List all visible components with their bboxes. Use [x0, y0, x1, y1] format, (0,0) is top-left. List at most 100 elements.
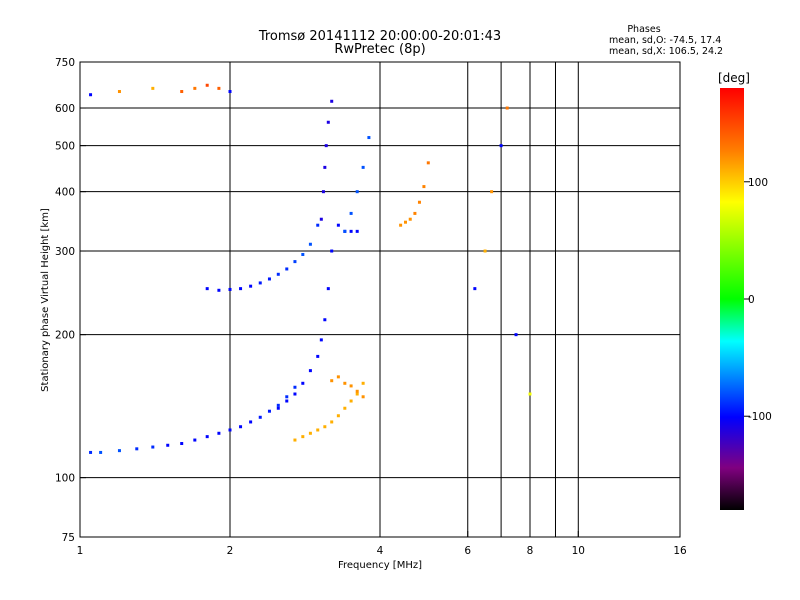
data-point [293, 438, 297, 442]
colorbar-tick-label: 0 [748, 294, 755, 306]
data-point [343, 229, 347, 233]
data-point [89, 450, 93, 454]
data-point [408, 217, 412, 221]
data-point [205, 435, 209, 439]
data-point [166, 443, 170, 447]
data-point [323, 165, 327, 169]
phases-o-stats: mean, sd,O: -74.5, 17.4 [609, 35, 721, 46]
data-point [367, 136, 371, 140]
y-tick-label: 400 [55, 187, 75, 199]
data-point [228, 428, 232, 432]
data-point [514, 333, 518, 337]
data-point [308, 242, 312, 246]
data-point [417, 200, 421, 204]
data-point [422, 185, 426, 189]
data-point [321, 190, 325, 194]
data-point [205, 83, 209, 87]
data-point [413, 211, 417, 215]
data-point [89, 93, 93, 97]
data-point [361, 381, 365, 385]
y-tick-label: 100 [55, 473, 75, 485]
axis-ticks: 1 2 4 6 8 10 16 75 100 200 300 400 500 600 750 [55, 57, 687, 557]
data-point [151, 86, 155, 90]
data-point [349, 384, 353, 388]
grid-lines [80, 62, 680, 537]
data-point [258, 281, 262, 285]
x-tick-label: 4 [377, 545, 384, 557]
y-tick-label: 500 [55, 141, 75, 153]
data-point [205, 287, 209, 291]
data-point [285, 267, 289, 271]
data-point [316, 428, 320, 432]
data-point [99, 450, 103, 454]
data-point [301, 252, 305, 256]
chart-subtitle: RwPretec (8p) [334, 42, 425, 57]
data-point [349, 211, 353, 215]
data-point [336, 375, 340, 379]
y-axis-label: Stationary phase Virtual Height [km] [40, 208, 51, 392]
data-point [330, 99, 334, 103]
data-point [293, 260, 297, 264]
data-point [330, 379, 334, 383]
data-point [239, 287, 243, 291]
data-point [528, 392, 532, 396]
data-point [193, 438, 197, 442]
data-points [89, 83, 532, 454]
data-point [505, 106, 509, 110]
data-point [343, 381, 347, 385]
data-point [193, 86, 197, 90]
x-tick-label: 2 [227, 545, 234, 557]
data-point [217, 86, 221, 90]
data-point [355, 229, 359, 233]
colorbar [720, 88, 744, 510]
data-point [117, 90, 121, 94]
data-point [301, 381, 305, 385]
data-point [323, 318, 327, 322]
data-point [135, 447, 139, 451]
data-point [403, 220, 407, 224]
data-point [355, 389, 359, 393]
data-point [349, 399, 353, 403]
data-point [308, 431, 312, 435]
data-point [276, 403, 280, 407]
phases-heading: Phases [627, 24, 660, 35]
y-tick-label: 750 [55, 57, 75, 69]
data-point [324, 144, 328, 148]
data-point [276, 406, 280, 410]
data-point [330, 420, 334, 424]
data-point [473, 287, 477, 291]
data-point [249, 284, 253, 288]
colorbar-tick-label: -100 [748, 411, 772, 423]
data-point [151, 445, 155, 449]
colorbar-label: [deg] [718, 71, 750, 85]
data-point [217, 431, 221, 435]
data-point [326, 287, 330, 291]
x-tick-label: 6 [464, 545, 471, 557]
y-tick-label: 600 [55, 103, 75, 115]
data-point [228, 287, 232, 291]
data-point [361, 165, 365, 169]
colorbar-ticks: 100 0 -100 [744, 177, 772, 423]
data-point [316, 223, 320, 227]
chart-title: Tromsø 20141112 20:00:00-20:01:43 [258, 29, 501, 44]
x-axis-label: Frequency [MHz] [338, 560, 422, 571]
data-point [308, 369, 312, 373]
data-point [276, 272, 280, 276]
x-tick-label: 10 [572, 545, 585, 557]
data-point [319, 217, 323, 221]
x-tick-label: 1 [77, 545, 84, 557]
data-point [490, 190, 494, 194]
data-point [336, 414, 340, 418]
data-point [117, 449, 121, 453]
data-point [323, 425, 327, 429]
data-point [326, 120, 330, 124]
data-point [228, 90, 232, 94]
data-point [258, 415, 262, 419]
y-tick-label: 300 [55, 246, 75, 258]
y-tick-label: 75 [62, 532, 75, 544]
x-tick-label: 16 [673, 545, 687, 557]
data-point [217, 288, 221, 292]
data-point [301, 435, 305, 439]
data-point [293, 385, 297, 389]
